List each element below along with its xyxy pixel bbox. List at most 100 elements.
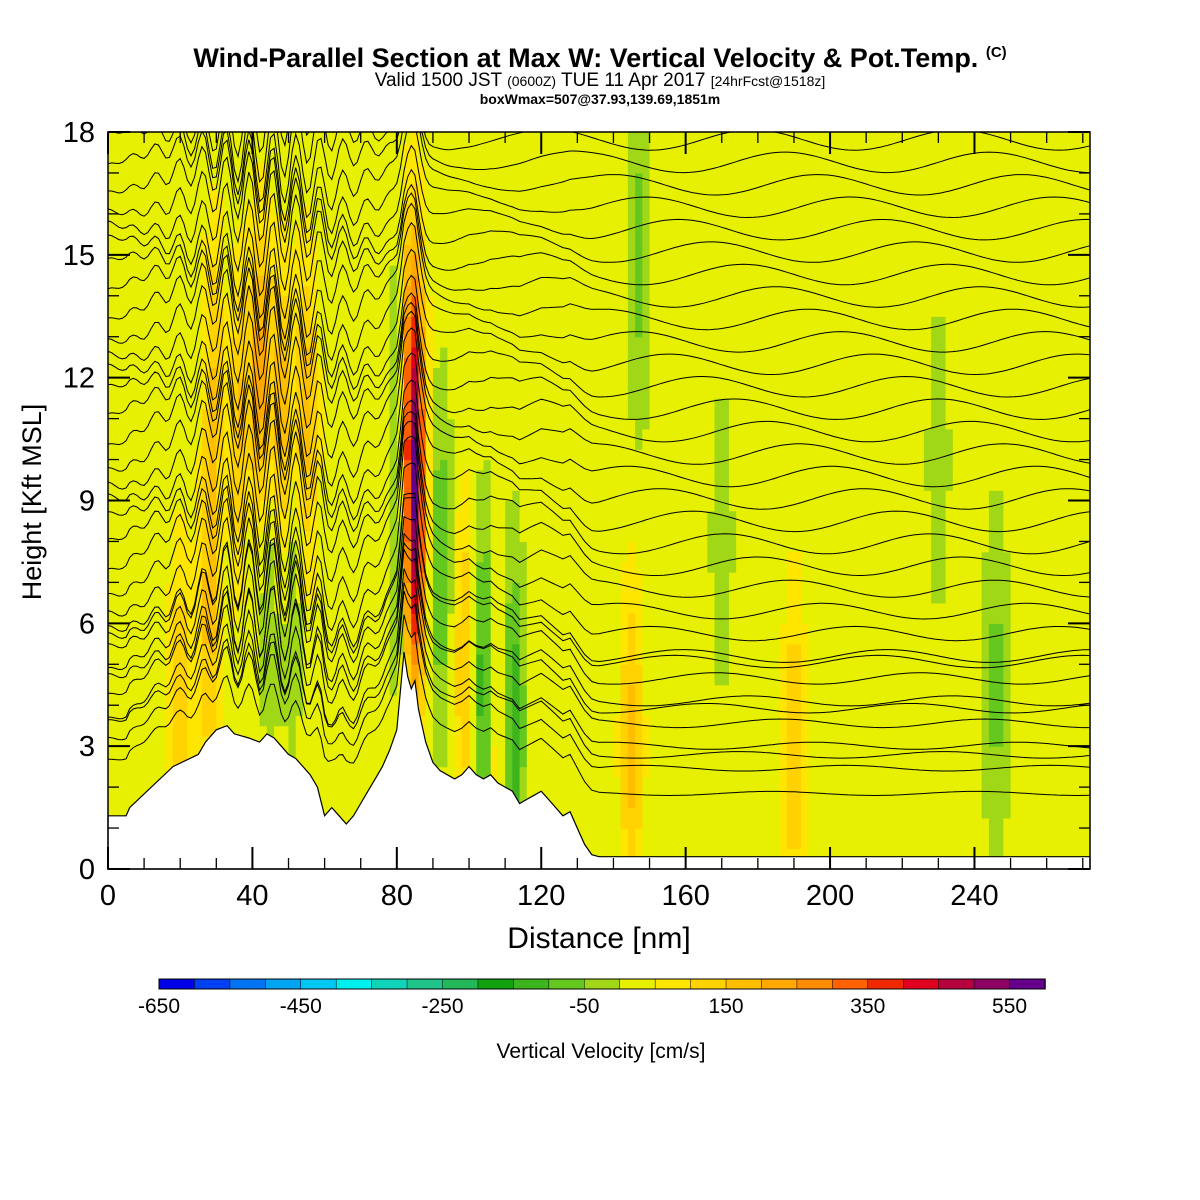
velocity-cell [353, 367, 362, 379]
velocity-cell [172, 428, 181, 440]
velocity-cell [360, 265, 369, 276]
velocity-cell [432, 398, 441, 409]
velocity-cell [339, 306, 347, 317]
velocity-cell [505, 756, 513, 768]
velocity-cell [418, 561, 427, 573]
velocity-cell [497, 500, 506, 512]
velocity-cell [404, 643, 412, 655]
velocity-cell [331, 377, 340, 389]
velocity-cell [562, 295, 571, 307]
velocity-cell [483, 459, 492, 471]
velocity-cell [136, 531, 145, 543]
velocity-cell [555, 142, 564, 154]
velocity-cell [252, 449, 261, 461]
velocity-cell [317, 469, 326, 481]
velocity-cell [136, 561, 145, 573]
velocity-cell [288, 449, 297, 461]
velocity-cell [512, 306, 521, 317]
velocity-cell [144, 561, 152, 573]
velocity-cell [216, 490, 225, 502]
velocity-cell [562, 213, 571, 225]
velocity-cell [331, 244, 340, 256]
velocity-cell [512, 439, 521, 450]
velocity-cell [108, 684, 116, 696]
velocity-cell [599, 295, 607, 307]
velocity-cell [440, 684, 448, 696]
velocity-cell [194, 224, 203, 235]
velocity-cell [331, 531, 340, 543]
velocity-cell [165, 735, 174, 747]
velocity-cell [432, 162, 441, 174]
velocity-cell [440, 674, 448, 686]
velocity-cell [461, 449, 470, 461]
velocity-cell [281, 285, 290, 297]
velocity-cell [584, 541, 593, 553]
velocity-cell [404, 582, 412, 594]
velocity-cell [317, 408, 326, 420]
velocity-cell [201, 715, 210, 727]
velocity-cell [252, 398, 261, 409]
velocity-cell [230, 346, 239, 358]
velocity-cell [432, 449, 441, 461]
velocity-cell [310, 531, 318, 543]
velocity-cell [165, 510, 174, 522]
velocity-cell [172, 193, 181, 205]
velocity-cell [108, 500, 116, 512]
velocity-cell [519, 705, 528, 717]
velocity-cell [548, 694, 557, 706]
velocity-cell [447, 346, 456, 358]
velocity-cell [165, 346, 174, 358]
velocity-cell [512, 275, 521, 287]
velocity-cell [129, 132, 138, 143]
velocity-cell [469, 623, 477, 635]
velocity-cell [187, 203, 196, 215]
velocity-cell [526, 439, 535, 450]
velocity-cell [151, 561, 160, 573]
velocity-cell [476, 582, 485, 594]
velocity-cell [136, 623, 145, 635]
velocity-cell [310, 674, 318, 686]
velocity-cell [115, 265, 124, 276]
velocity-cell [461, 602, 470, 614]
velocity-cell [548, 684, 557, 696]
velocity-cell [505, 183, 513, 195]
velocity-cell [411, 336, 420, 348]
velocity-cell [223, 684, 232, 696]
velocity-cell [144, 357, 152, 369]
velocity-cell [555, 346, 564, 358]
velocity-cell [599, 828, 607, 839]
velocity-cell [331, 480, 340, 491]
velocity-cell [302, 613, 311, 624]
velocity-cell [469, 561, 477, 573]
velocity-cell [476, 224, 485, 235]
velocity-cell [230, 705, 239, 717]
velocity-cell [411, 234, 420, 246]
velocity-cell [469, 408, 477, 420]
velocity-cell [144, 213, 152, 225]
velocity-cell [505, 674, 513, 686]
velocity-cell [295, 275, 304, 287]
velocity-cell [172, 541, 181, 553]
velocity-cell [541, 254, 550, 266]
velocity-cell [281, 439, 290, 450]
velocity-cell [237, 367, 246, 379]
velocity-cell [570, 797, 578, 809]
velocity-cell [281, 142, 290, 154]
velocity-cell [476, 633, 485, 645]
velocity-cell [302, 705, 311, 717]
velocity-cell [339, 132, 347, 143]
velocity-cell [461, 387, 470, 399]
velocity-cell [418, 428, 427, 440]
velocity-cell [519, 459, 528, 471]
velocity-cell [144, 756, 152, 768]
velocity-cell [440, 623, 448, 635]
velocity-cell [108, 480, 116, 491]
velocity-cell [555, 224, 564, 235]
velocity-cell [245, 500, 254, 512]
velocity-cell [389, 428, 398, 440]
velocity-cell [252, 592, 261, 604]
velocity-cell [122, 265, 131, 276]
velocity-cell [136, 510, 145, 522]
velocity-cell [404, 295, 412, 307]
velocity-cell [519, 152, 528, 164]
